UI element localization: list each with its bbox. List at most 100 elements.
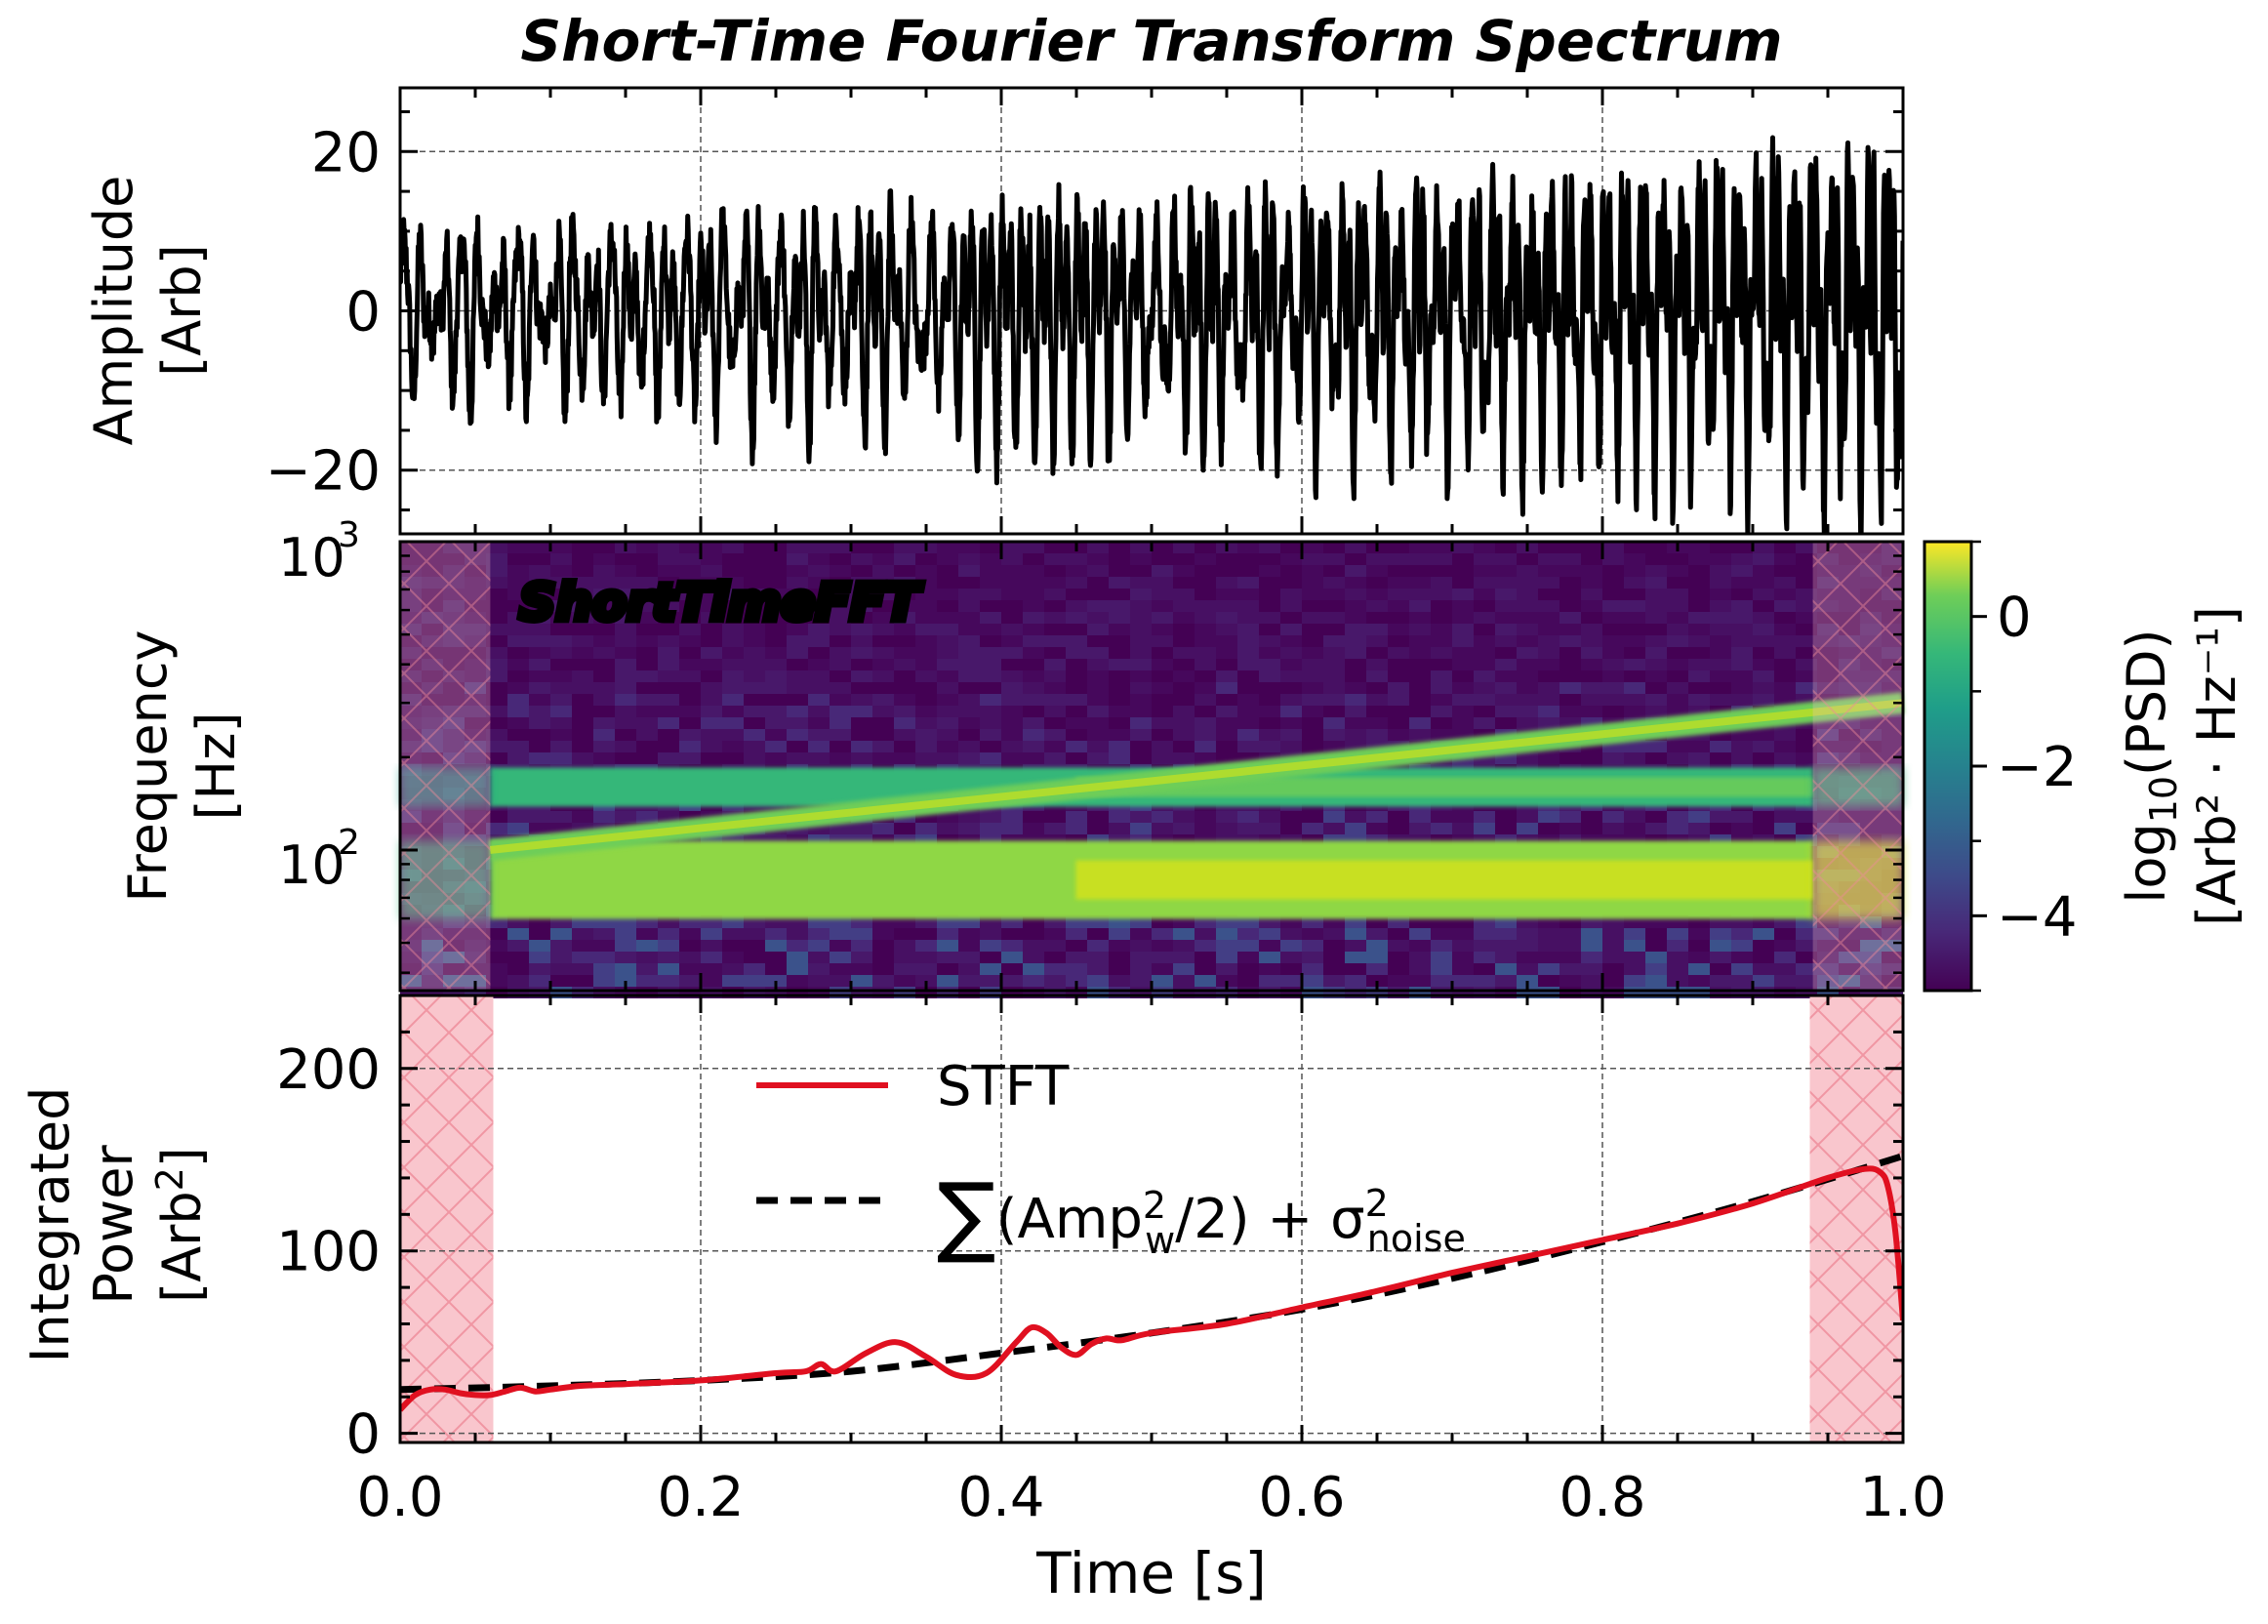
- spectrogram-cell: [744, 565, 765, 577]
- spectrogram-cell: [679, 542, 701, 553]
- spectrogram-cell: [1452, 811, 1474, 823]
- spectrogram-cell: [1474, 694, 1495, 706]
- spectrogram-cell: [1366, 600, 1388, 612]
- spectrogram-cell: [958, 717, 980, 729]
- spectrogram-cell: [1710, 647, 1731, 659]
- series-stft-line: [400, 1165, 1903, 1412]
- spectrogram-cell: [744, 741, 765, 752]
- spectrogram-cell: [1388, 975, 1409, 987]
- spectrogram-cell: [808, 670, 830, 682]
- spectrogram-cell: [1066, 682, 1087, 694]
- spectrogram-cell: [1388, 928, 1409, 940]
- spectrogram-cell: [1280, 670, 1302, 682]
- spectrogram-cell: [1452, 682, 1474, 694]
- spectrogram-cell: [1173, 577, 1195, 589]
- edge-hatch: [1809, 995, 1903, 1442]
- spectrogram-cell: [1495, 589, 1517, 600]
- spectrogram-cell: [1495, 952, 1517, 963]
- spectrogram-cell: [1559, 635, 1581, 647]
- spectrogram-cell: [1431, 624, 1452, 635]
- spectrogram-cell: [615, 741, 636, 752]
- spectrogram-cell: [1559, 706, 1581, 717]
- spectrogram-cell: [722, 729, 744, 741]
- spectrogram-cell: [915, 647, 937, 659]
- spectrogram-cell: [507, 752, 529, 764]
- spectrogram-cell: [808, 659, 830, 670]
- spectrogram-cell: [1109, 553, 1130, 565]
- spectrogram-cell: [1087, 565, 1109, 577]
- spectrogram-cell: [872, 577, 894, 589]
- spectrogram-cell: [1753, 577, 1774, 589]
- spectrogram-cell: [765, 624, 787, 635]
- spectrogram-cell: [1474, 600, 1495, 612]
- spectrogram-cell: [636, 542, 658, 553]
- spectrogram-cell: [615, 717, 636, 729]
- spectrogram-cell: [593, 659, 615, 670]
- spectrogram-cell: [1087, 612, 1109, 624]
- spectrogram-cell: [1667, 659, 1688, 670]
- spectrogram-cell: [1452, 577, 1474, 589]
- spectrogram-cell: [593, 940, 615, 952]
- spectrogram-cell: [915, 577, 937, 589]
- spectrogram-cell: [1087, 975, 1109, 987]
- spectrogram-cell: [1302, 635, 1323, 647]
- spectrogram-cell: [701, 612, 722, 624]
- spectrogram-cell: [808, 928, 830, 940]
- spectrogram-cell: [1366, 589, 1388, 600]
- spectrogram-cell: [1130, 589, 1152, 600]
- spectrogram-cell: [1431, 811, 1452, 823]
- spectrogram-cell: [1474, 589, 1495, 600]
- spectrogram-cell: [1152, 624, 1173, 635]
- spectrogram-cell: [1001, 553, 1023, 565]
- spectrogram-cell: [980, 589, 1001, 600]
- spectrogram-cell: [1195, 706, 1216, 717]
- spectrogram-cell: [1667, 706, 1688, 717]
- spectrogram-cell: [615, 963, 636, 975]
- spectrogram-cell: [1559, 565, 1581, 577]
- spectrogram-cell: [1624, 952, 1645, 963]
- spectrogram-cell: [1109, 600, 1130, 612]
- spectrogram-cell: [529, 963, 550, 975]
- spectrogram-cell: [1388, 565, 1409, 577]
- spectrogram-cell: [937, 647, 958, 659]
- spectrogram-cell: [1216, 963, 1237, 975]
- spectrogram-cell: [572, 694, 593, 706]
- spectrogram-cell: [765, 916, 787, 928]
- spectrogram-cell: [1688, 811, 1710, 823]
- spectrogram-cell: [872, 635, 894, 647]
- spectrogram-cell: [593, 612, 615, 624]
- spectrogram-cell: [1001, 589, 1023, 600]
- spectrogram-cell: [1431, 706, 1452, 717]
- spectrogram-cell: [1152, 823, 1173, 834]
- spectrogram-cell: [1195, 553, 1216, 565]
- spectrogram-cell: [1602, 542, 1624, 553]
- spectrogram-cell: [765, 635, 787, 647]
- spectrogram-cell: [572, 612, 593, 624]
- spectrogram-cell: [701, 952, 722, 963]
- spectrogram-cell: [744, 694, 765, 706]
- spectrogram-cell: [550, 975, 572, 987]
- spectrogram-cell: [851, 741, 872, 752]
- spectrogram-cell: [937, 624, 958, 635]
- spectrogram-cell: [787, 682, 808, 694]
- spectrogram-cell: [1517, 565, 1538, 577]
- spectrogram-cell: [1130, 682, 1152, 694]
- spectrogram-cell: [1237, 952, 1259, 963]
- spectrogram-cell: [1001, 542, 1023, 553]
- spectrogram-cell: [529, 916, 550, 928]
- spectrogram-cell: [1323, 659, 1345, 670]
- spectrogram-cell: [1087, 741, 1109, 752]
- spectrogram-cell: [1538, 952, 1559, 963]
- spectrogram-cell: [1774, 940, 1796, 952]
- spectrogram-cell: [958, 952, 980, 963]
- spectrogram-cell: [1302, 823, 1323, 834]
- spectrogram-cell: [872, 659, 894, 670]
- spectrogram-cell: [1280, 589, 1302, 600]
- spectrogram-cell: [615, 706, 636, 717]
- spectrogram-cell: [1796, 553, 1817, 565]
- spectrogram-cell: [1173, 823, 1195, 834]
- spectrogram-cell: [1130, 975, 1152, 987]
- spectrogram-cell: [486, 694, 507, 706]
- spectrogram-cell: [1001, 975, 1023, 987]
